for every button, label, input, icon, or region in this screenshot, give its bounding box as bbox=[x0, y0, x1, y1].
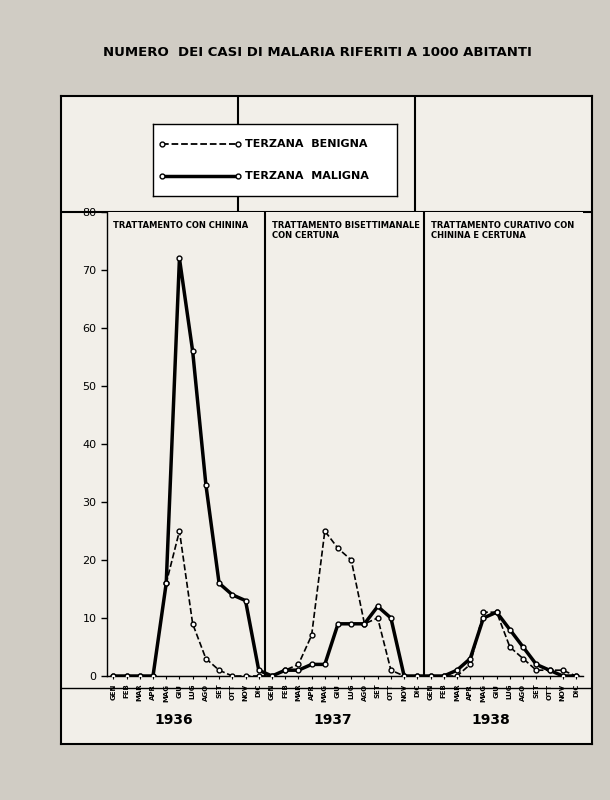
Text: TRATTAMENTO CON CHININA: TRATTAMENTO CON CHININA bbox=[113, 221, 249, 230]
Text: 1936: 1936 bbox=[154, 713, 193, 727]
Text: TRATTAMENTO CURATIVO CON
CHININA E CERTUNA: TRATTAMENTO CURATIVO CON CHININA E CERTU… bbox=[431, 221, 574, 240]
Text: 1937: 1937 bbox=[313, 713, 352, 727]
Text: 1938: 1938 bbox=[472, 713, 511, 727]
Text: TERZANA  BENIGNA: TERZANA BENIGNA bbox=[245, 139, 368, 149]
Text: TERZANA  MALIGNA: TERZANA MALIGNA bbox=[245, 171, 369, 181]
Text: TRATTAMENTO BISETTIMANALE
CON CERTUNA: TRATTAMENTO BISETTIMANALE CON CERTUNA bbox=[272, 221, 420, 240]
Text: NUMERO  DEI CASI DI MALARIA RIFERITI A 1000 ABITANTI: NUMERO DEI CASI DI MALARIA RIFERITI A 10… bbox=[102, 46, 532, 58]
